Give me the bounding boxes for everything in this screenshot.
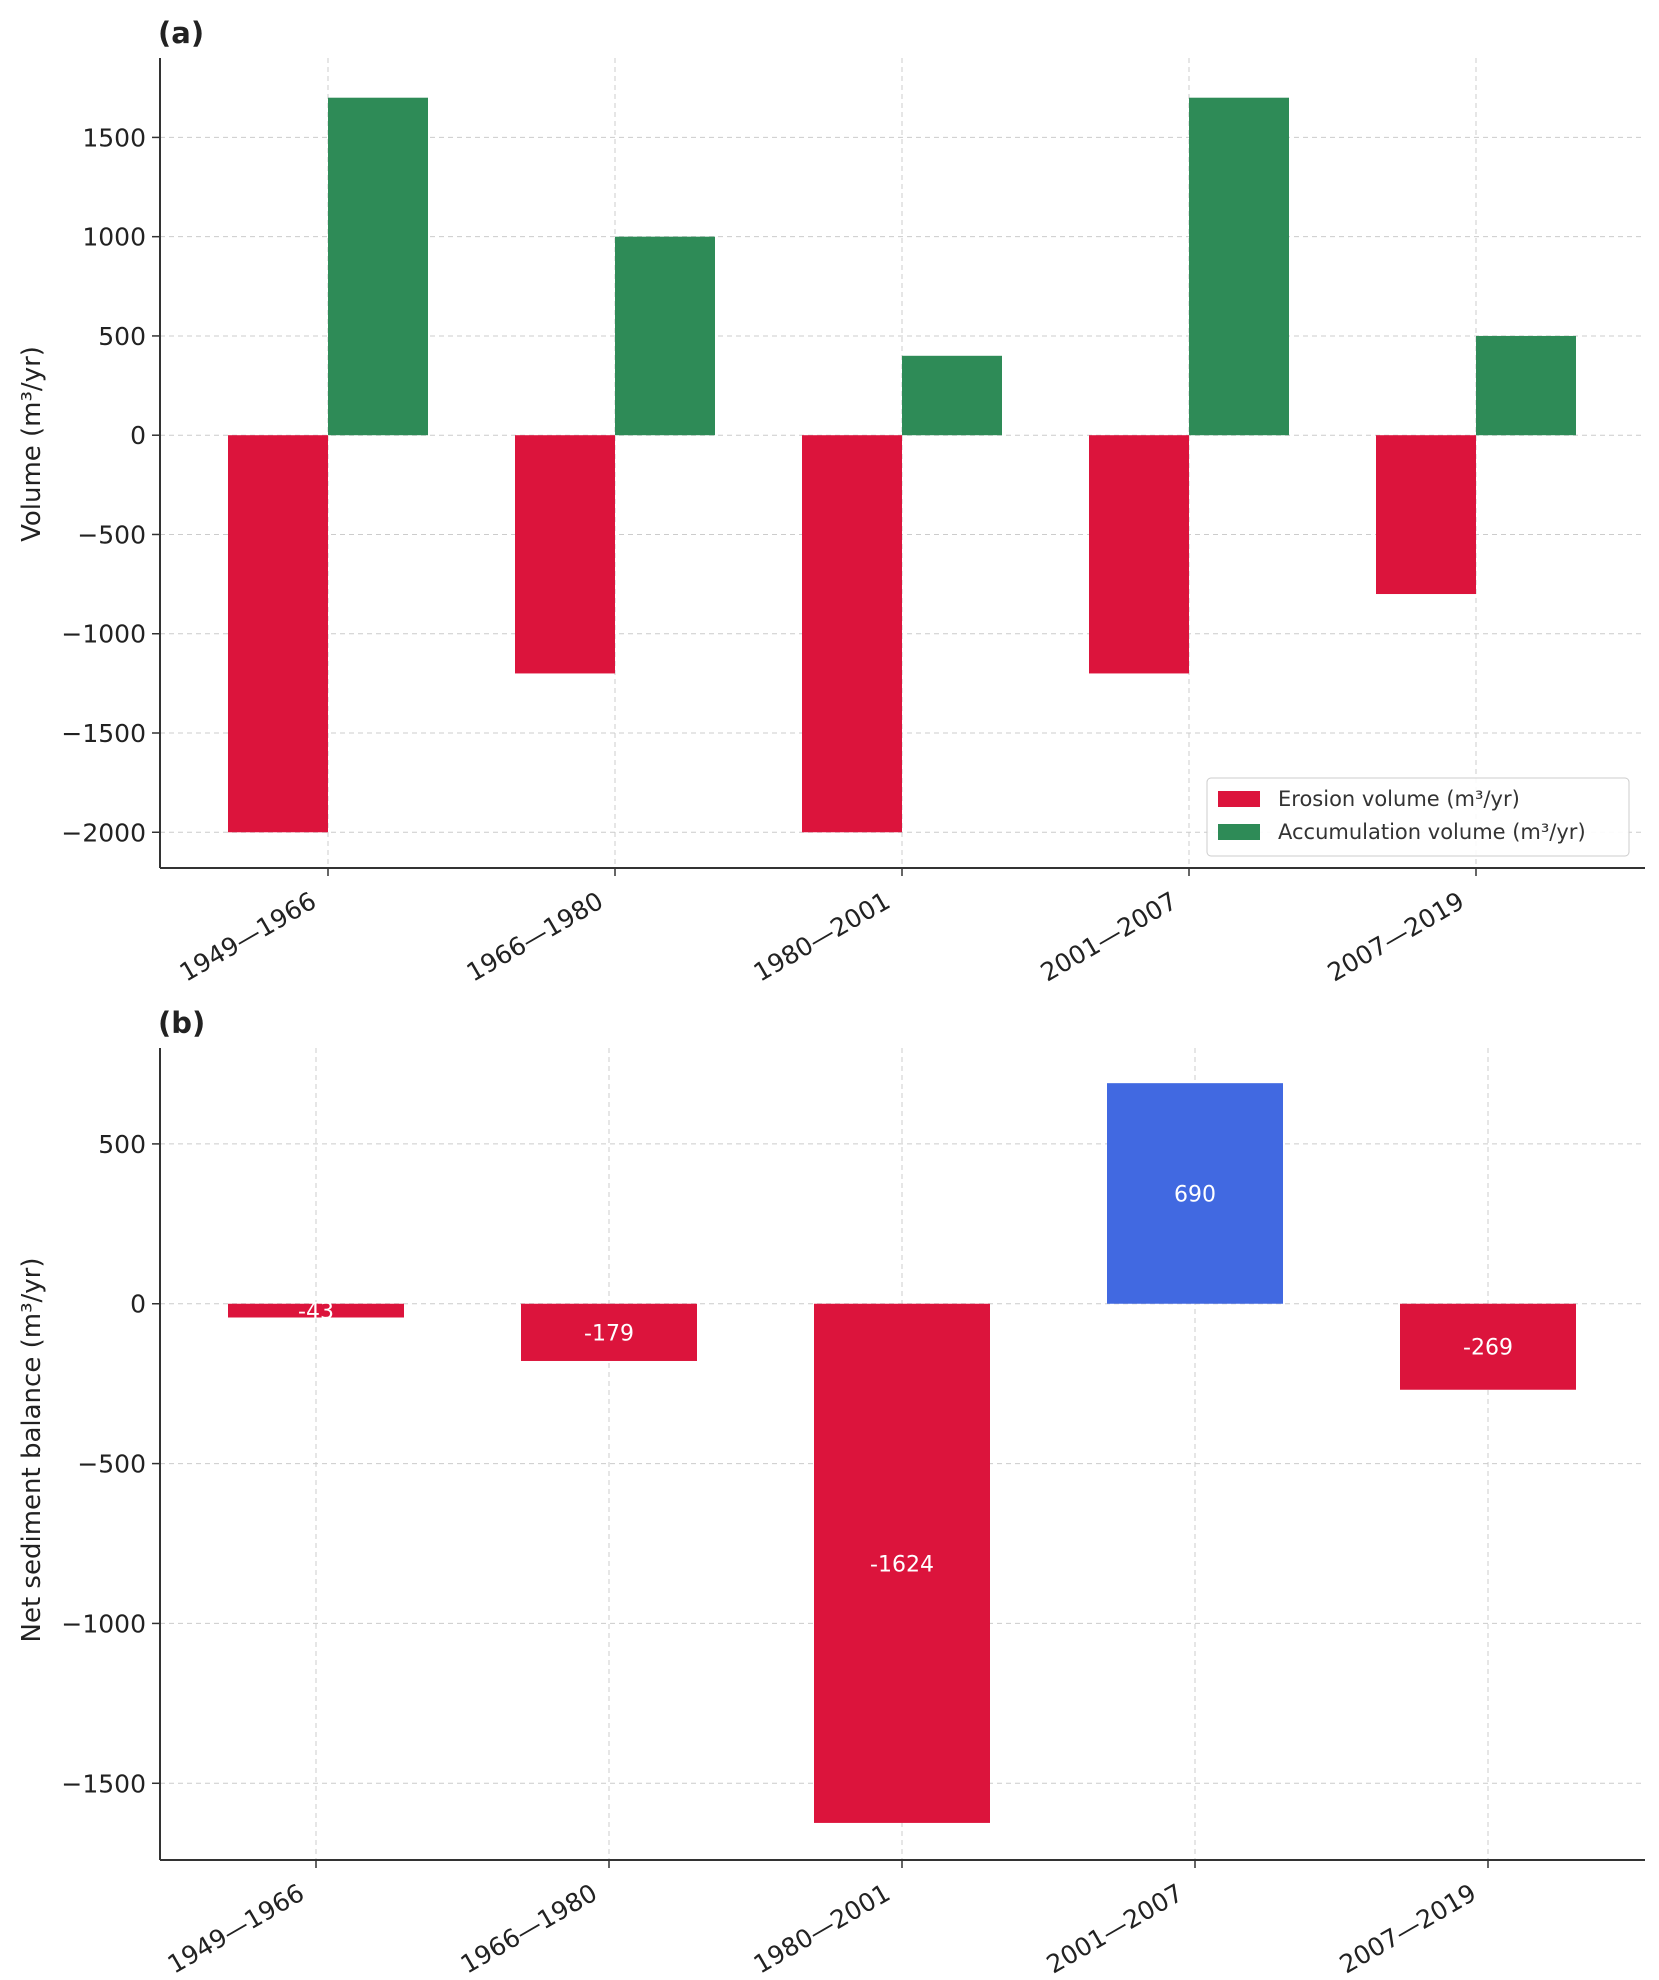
x-tick-label: 2001—2007 [1042, 1878, 1188, 1979]
y-tick-label: −1000 [61, 620, 146, 649]
legend-label-accumulation: Accumulation volume (m³/yr) [1278, 820, 1586, 844]
bar-erosion [802, 435, 902, 833]
y-tick-label: −1500 [61, 719, 146, 748]
bar-value-label: -43 [298, 1300, 334, 1325]
y-tick-labels: −1500 −1000 −500 0 500 [61, 1130, 146, 1798]
bar-accumulation [1476, 335, 1576, 436]
bar-accumulation [328, 97, 428, 436]
bar-net-balance [1107, 1083, 1283, 1304]
bar-value-label: -179 [584, 1321, 634, 1346]
y-tick-label: 0 [130, 421, 146, 450]
y-tick-label: 0 [130, 1290, 146, 1319]
bar-erosion [1089, 435, 1189, 674]
chart-panel-a: −2000 −1500 −1000 −500 0 500 1000 1500 1949—196… [17, 16, 1645, 987]
x-tick-label: 1966—1980 [462, 886, 608, 987]
y-tick-label: 500 [98, 1130, 146, 1159]
bar-erosion [228, 435, 328, 833]
x-tick-label: 1980—2001 [749, 1878, 895, 1979]
bars [228, 97, 1576, 833]
panel-label-b: (b) [158, 1006, 205, 1040]
legend: Erosion volume (m³/yr) Accumulation volu… [1206, 777, 1630, 857]
x-tick-label: 2001—2007 [1036, 886, 1182, 987]
bar-value-label: 690 [1174, 1182, 1216, 1207]
y-tick-label: −2000 [61, 818, 146, 847]
bar-accumulation [902, 355, 1002, 436]
bar-net-balance [521, 1303, 697, 1361]
chart-panel-b: -43 -179 -1624 690 -269 −1500 −1000 −500 0 500 1… [17, 1006, 1645, 1979]
y-tick-label: −1500 [61, 1769, 146, 1798]
x-tick-label: 1966—1980 [456, 1878, 602, 1979]
bar-net-balance [1400, 1303, 1576, 1390]
bar-value-label: -269 [1463, 1336, 1513, 1361]
bar-erosion [515, 435, 615, 674]
bars [228, 1083, 1576, 1823]
x-tick-label: 2007—2019 [1323, 886, 1469, 987]
y-tick-label: −500 [77, 520, 146, 549]
bar-net-balance [228, 1303, 404, 1318]
x-tick-label: 2007—2019 [1335, 1878, 1481, 1979]
y-tick-label: −500 [77, 1450, 146, 1479]
legend-box [1206, 777, 1630, 857]
axes [152, 1048, 1645, 1868]
x-tick-labels: 1949—1966 1966—1980 1980—2001 2001—2007 2007… [163, 1878, 1481, 1979]
axes [152, 58, 1645, 876]
legend-label-erosion: Erosion volume (m³/yr) [1278, 787, 1520, 811]
bar-accumulation [615, 236, 715, 436]
legend-swatch-erosion [1218, 791, 1260, 807]
y-axis-title-a: Volume (m³/yr) [17, 346, 47, 542]
x-tick-label: 1949—1966 [175, 886, 321, 987]
y-tick-label: −1000 [61, 1609, 146, 1638]
bar-value-labels: -43 -179 -1624 690 -269 [298, 1182, 1513, 1577]
y-tick-labels: −2000 −1500 −1000 −500 0 500 1000 1500 [61, 123, 146, 847]
x-tick-labels: 1949—1966 1966—1980 1980—2001 2001—2007 2007… [175, 886, 1469, 987]
x-tick-label: 1949—1966 [163, 1878, 309, 1979]
y-tick-label: 1500 [82, 123, 146, 152]
bar-erosion [1376, 435, 1476, 595]
legend-swatch-accumulation [1218, 824, 1260, 840]
x-tick-label: 1980—2001 [749, 886, 895, 987]
y-tick-label: 1000 [82, 223, 146, 252]
y-axis-title-b: Net sediment balance (m³/yr) [17, 1258, 47, 1643]
bar-net-balance [814, 1303, 990, 1823]
panel-label-a: (a) [158, 16, 204, 50]
bar-value-label: -1624 [870, 1552, 934, 1577]
bar-accumulation [1189, 97, 1289, 436]
y-tick-label: 500 [98, 322, 146, 351]
